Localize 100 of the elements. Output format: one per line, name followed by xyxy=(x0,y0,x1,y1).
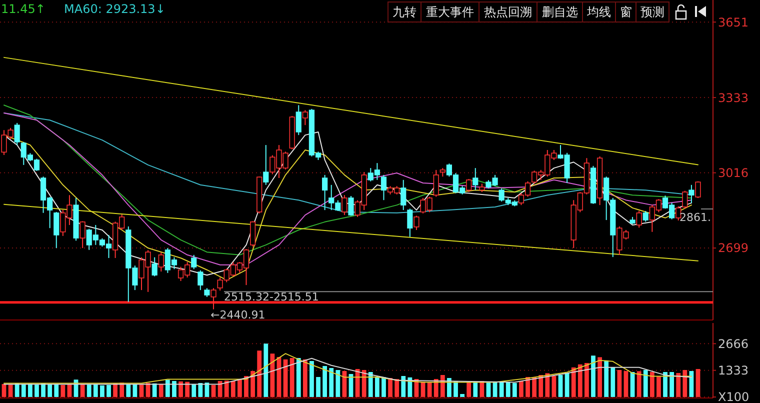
y-tick-label: X100 xyxy=(718,390,750,403)
bar xyxy=(172,381,176,397)
candlestick xyxy=(642,210,648,222)
candlestick xyxy=(296,104,302,136)
bar xyxy=(388,378,392,397)
annotation: 2861. xyxy=(680,210,711,224)
bar xyxy=(54,384,59,397)
candlestick xyxy=(414,215,420,230)
annotation: 11.45↑ xyxy=(1,2,46,16)
bar xyxy=(545,373,550,397)
bar xyxy=(682,370,688,397)
bar xyxy=(139,384,144,397)
y-tick-label: 3651 xyxy=(718,15,749,30)
candlestick xyxy=(342,194,348,216)
bar xyxy=(296,358,301,397)
candlestick xyxy=(688,184,694,204)
bar xyxy=(696,369,700,397)
bar xyxy=(362,370,366,397)
bar xyxy=(676,373,681,397)
bar xyxy=(610,367,616,397)
bar xyxy=(329,368,334,397)
bar xyxy=(558,375,563,397)
bar xyxy=(538,375,544,397)
annotation: 窗 xyxy=(620,5,632,20)
bar xyxy=(408,377,412,397)
bar xyxy=(460,394,464,397)
bar xyxy=(663,372,668,397)
candlestick xyxy=(322,174,328,211)
bar xyxy=(440,375,445,397)
bar xyxy=(584,363,589,397)
bar xyxy=(310,361,314,397)
bar xyxy=(526,377,530,397)
bar xyxy=(80,384,85,397)
bar xyxy=(604,360,609,397)
bar xyxy=(48,384,52,397)
candlestick xyxy=(466,178,472,193)
bar xyxy=(60,385,66,397)
bar xyxy=(591,356,596,397)
candlestick xyxy=(348,196,354,216)
bar xyxy=(519,381,524,397)
y-tick-label: 2666 xyxy=(718,336,749,351)
candlestick xyxy=(198,270,204,291)
bar xyxy=(643,370,648,397)
bar xyxy=(198,383,203,397)
bar xyxy=(656,376,661,397)
annotation: MA60: 2923.13↓ xyxy=(64,2,166,16)
bar xyxy=(218,381,222,397)
candlestick xyxy=(380,174,387,201)
bar xyxy=(132,384,138,397)
annotation: 九转 xyxy=(392,5,416,20)
bar xyxy=(427,382,432,397)
bar xyxy=(270,354,275,397)
bar xyxy=(473,382,478,397)
annotation: 删自选 xyxy=(542,5,578,20)
bar xyxy=(322,366,328,397)
bar xyxy=(617,370,622,397)
candlestick xyxy=(158,252,164,272)
candlestick xyxy=(250,220,256,248)
bar xyxy=(624,371,628,397)
candlestick xyxy=(400,179,406,211)
candlestick xyxy=(682,190,688,210)
bar xyxy=(224,380,229,397)
y-tick-label: 3016 xyxy=(718,166,749,180)
bar xyxy=(86,384,92,397)
bar xyxy=(670,372,674,397)
bar xyxy=(28,384,32,397)
bar xyxy=(178,381,183,397)
bar xyxy=(650,372,654,397)
candlestick xyxy=(695,180,701,198)
bar xyxy=(368,372,373,397)
y-tick-label: 2699 xyxy=(718,241,749,256)
bar xyxy=(158,384,164,397)
annotation: 均线 xyxy=(586,5,611,20)
candlestick xyxy=(472,168,478,191)
candlestick xyxy=(152,256,158,277)
bar xyxy=(578,364,582,397)
bar xyxy=(480,381,484,397)
candlestick xyxy=(80,220,86,249)
candlestick xyxy=(407,208,413,238)
y-tick-label: 3333 xyxy=(718,90,749,105)
bar xyxy=(192,384,196,397)
bar xyxy=(290,358,294,397)
bar xyxy=(8,384,13,397)
bar xyxy=(165,380,170,397)
bar xyxy=(230,381,236,397)
bar xyxy=(598,357,602,397)
bar xyxy=(264,344,268,397)
bar xyxy=(316,377,320,397)
candlestick xyxy=(302,110,308,126)
bar xyxy=(552,376,556,397)
bar xyxy=(564,373,570,397)
bar xyxy=(486,382,491,397)
candlestick xyxy=(210,288,216,310)
bar xyxy=(336,370,340,397)
bar xyxy=(512,383,517,397)
bar xyxy=(401,376,406,397)
bar xyxy=(466,382,472,397)
bar xyxy=(185,382,190,397)
bar xyxy=(211,385,216,397)
bar xyxy=(152,383,157,397)
